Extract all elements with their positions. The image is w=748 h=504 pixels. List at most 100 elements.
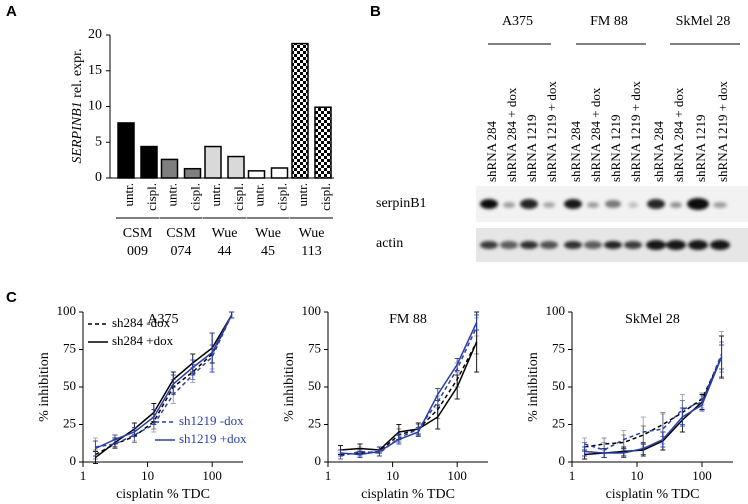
x-tick-label: 1 (325, 468, 332, 483)
group-label: 45 (261, 244, 275, 259)
lane-label: shRNA 1219 (608, 114, 623, 182)
series-line (95, 314, 233, 450)
y-tick-label: 10 (88, 99, 102, 114)
series-line (95, 314, 233, 448)
y-axis-label: % inhibition (282, 352, 297, 422)
group-label: Wue (255, 226, 281, 241)
y-tick-label: 25 (552, 415, 565, 430)
error-bar (454, 358, 460, 371)
x-tick-label: 1 (569, 468, 576, 483)
series-line (340, 341, 478, 451)
error-bar (640, 442, 646, 455)
chart-title: SkMel 28 (625, 312, 680, 327)
x-tick-label: 100 (202, 468, 222, 483)
y-tick-label: 75 (63, 340, 76, 355)
error-bar (601, 448, 607, 458)
x-axis-label: cisplatin % TDC (116, 487, 210, 502)
x-tick-label: cispl. (318, 183, 333, 211)
cell-line-label: FM 88 (590, 14, 628, 29)
error-bar (699, 398, 705, 412)
x-tick-label: cispl. (144, 183, 159, 211)
x-tick-label: 1 (80, 468, 87, 483)
y-tick-label: 50 (308, 378, 321, 393)
y-axis-label: % inhibition (37, 352, 52, 422)
series-line (584, 353, 723, 451)
y-axis-label: SERPINB1 rel. expr. (70, 48, 85, 163)
legend-label: sh1219 -dox (179, 413, 244, 428)
lane-label: shRNA 284 (484, 120, 499, 182)
group-label: 009 (127, 244, 148, 259)
error-bar (621, 448, 627, 458)
y-tick-label: 100 (302, 303, 322, 318)
y-tick-label: 75 (552, 340, 565, 355)
panel-label: C (6, 289, 17, 306)
y-tick-label: 75 (308, 340, 321, 355)
error-bar (357, 451, 363, 458)
x-tick-label: untr. (164, 183, 179, 206)
lane-label: shRNA 1219 + dox (715, 81, 730, 182)
legend-label: sh1219 +dox (179, 431, 247, 446)
error-bar (719, 344, 725, 370)
error-bar (396, 434, 402, 445)
x-tick-label: 10 (630, 468, 643, 483)
y-tick-label: 25 (308, 415, 321, 430)
group-label: CSM (166, 226, 196, 241)
blot (476, 186, 748, 262)
y-tick-label: 50 (552, 378, 565, 393)
lane-label: shRNA 284 (568, 120, 583, 182)
lane-label: shRNA 1219 (693, 114, 708, 182)
cell-line-label: SkMel 28 (676, 14, 731, 29)
y-tick-label: 25 (63, 415, 76, 430)
y-tick-label: 0 (95, 170, 102, 185)
series-line (340, 341, 478, 456)
error-bar (679, 407, 685, 427)
lane-label: shRNA 284 + dox (671, 87, 686, 182)
error-bar (190, 359, 196, 376)
x-tick-label: cispl. (274, 183, 289, 211)
x-tick-label: untr. (121, 183, 136, 206)
error-bar (170, 374, 176, 394)
legend-label: sh284 -dox (112, 315, 171, 330)
x-tick-label: untr. (295, 183, 310, 206)
series-line (95, 314, 233, 459)
series-line (340, 326, 478, 457)
y-tick-label: 20 (88, 27, 102, 42)
error-bar (337, 449, 343, 457)
bar (227, 155, 245, 179)
error-bar (582, 446, 588, 457)
bar (291, 42, 309, 179)
x-tick-label: 100 (447, 468, 467, 483)
group-label: 44 (218, 244, 232, 259)
series-line (95, 314, 233, 456)
y-axis-label-text: rel. expr. (70, 48, 85, 97)
bar (160, 158, 179, 179)
group-label: 113 (301, 244, 321, 259)
bar (247, 170, 266, 179)
y-tick-label: 15 (88, 63, 102, 78)
x-tick-label: untr. (251, 183, 266, 206)
x-tick-label: cispl. (187, 183, 202, 211)
error-bar (660, 431, 666, 448)
series-line (584, 356, 723, 454)
panel-label: A (6, 3, 17, 20)
y-tick-label: 100 (546, 303, 566, 318)
x-tick-label: cispl. (231, 183, 246, 211)
x-tick-label: 10 (386, 468, 399, 483)
error-bar (435, 404, 441, 430)
bar (183, 167, 202, 179)
blot-row-label: actin (376, 236, 403, 251)
group-label: Wue (212, 226, 238, 241)
error-bar (131, 427, 137, 437)
error-bar (435, 388, 441, 401)
error-bar (229, 311, 235, 319)
lane-label: shRNA 1219 + dox (544, 81, 559, 182)
bar (314, 106, 332, 179)
group-label: 074 (171, 244, 192, 259)
blot-row-label: serpinB1 (376, 196, 427, 211)
y-tick-label: 100 (57, 303, 77, 318)
lane-label: shRNA 284 (651, 120, 666, 182)
y-tick-label: 0 (70, 453, 77, 468)
y-tick-label: 0 (315, 453, 322, 468)
x-axis-label: cisplatin % TDC (606, 487, 700, 502)
